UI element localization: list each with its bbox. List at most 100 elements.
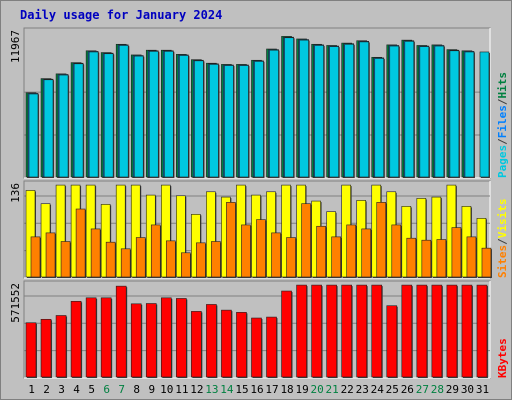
legend-entry: / [496, 138, 509, 145]
bar-kbytes-day-14 [221, 309, 232, 378]
bar-pages-day-8 [133, 55, 144, 178]
bar-kbytes-day-28 [431, 284, 443, 378]
chart-title: Daily usage for January 2024 [20, 8, 222, 22]
legend-entry: Pages [496, 145, 509, 178]
bar-kbytes-day-27 [416, 284, 428, 378]
bar-kbytes-day-12 [191, 311, 202, 378]
bar-pages-day-2 [43, 79, 54, 178]
bar-kbytes-day-16 [251, 317, 262, 378]
bar-kbytes-day-5 [85, 297, 97, 378]
bar-sites-day-19 [301, 203, 311, 278]
bar-kbytes-day-23 [356, 284, 368, 378]
x-tick-label-day-9: 9 [148, 383, 155, 396]
bar-sites-day-13 [211, 241, 221, 278]
bar-kbytes-day-18 [281, 290, 292, 378]
bar-pages-day-23 [359, 41, 370, 178]
bar-pages-day-11 [179, 55, 189, 178]
bar-sites-day-27 [421, 239, 432, 278]
legend-entry: / [496, 238, 509, 245]
x-tick-label-day-23: 23 [356, 383, 369, 396]
bar-pages-day-25 [389, 45, 400, 178]
chart-panels: 11967Pages/Files/Hits136Sites/Visits5715… [9, 27, 509, 379]
bar-visits-day-31 [476, 218, 487, 278]
x-tick-label-day-12: 12 [190, 383, 203, 396]
bar-kbytes-day-10 [160, 297, 172, 378]
x-tick-label-day-8: 8 [133, 383, 140, 396]
bar-sites-day-6 [105, 241, 116, 278]
bar-pages-day-21 [329, 46, 339, 178]
bar-kbytes-day-13 [206, 304, 217, 378]
bar-kbytes-day-30 [461, 284, 473, 378]
bar-sites-day-20 [316, 225, 326, 278]
bar-pages-day-12 [194, 60, 204, 178]
bar-pages-day-13 [209, 64, 219, 178]
bar-sites-day-11 [181, 252, 191, 278]
y-max-label: 136 [9, 183, 22, 203]
bar-sites-day-25 [391, 224, 402, 278]
x-tick-label-day-10: 10 [160, 383, 173, 396]
legend-entry: KBytes [496, 338, 509, 378]
legend-entry: Sites [496, 245, 509, 278]
bar-sites-day-7 [120, 248, 131, 278]
series-legend-mid: Sites/Visits [496, 199, 509, 279]
x-tick-label-day-16: 16 [250, 383, 263, 396]
bar-sites-day-30 [466, 236, 477, 278]
bar-sites-day-3 [60, 241, 71, 278]
bar-visits-day-10 [160, 184, 171, 278]
bar-visits-day-18 [281, 184, 291, 278]
bar-sites-day-9 [150, 224, 161, 278]
x-tick-label-day-18: 18 [280, 383, 293, 396]
x-tick-label-day-29: 29 [446, 383, 459, 396]
bar-pages-day-3 [58, 74, 69, 178]
x-tick-label-day-7: 7 [118, 383, 125, 396]
bar-kbytes-day-1 [25, 322, 37, 378]
bar-kbytes-day-2 [40, 318, 52, 378]
bar-sites-day-23 [361, 228, 372, 278]
legend-entry: Files [496, 105, 509, 138]
series-legend-top: Pages/Files/Hits [496, 72, 509, 178]
bar-pages-day-5 [88, 51, 99, 178]
bar-sites-day-24 [376, 202, 387, 278]
bar-visits-day-3 [55, 184, 66, 278]
bar-visits-day-28 [431, 196, 442, 278]
bar-sites-day-8 [135, 237, 146, 278]
bar-pages-day-17 [269, 49, 279, 178]
x-tick-label-day-26: 26 [401, 383, 414, 396]
bar-kbytes-day-15 [236, 312, 247, 378]
bar-sites-day-10 [165, 240, 176, 278]
bar-sites-day-29 [451, 227, 462, 278]
x-tick-label-day-22: 22 [341, 383, 354, 396]
x-tick-labels: 1 2 3 4 5 6 7 8 9 10 11 12 13 14 15 16 17 18 19 20 21 22 23 24 2… [28, 383, 489, 396]
bar-sites-day-21 [331, 236, 341, 278]
x-tick-label-day-11: 11 [175, 383, 188, 396]
bar-pages-day-6 [103, 53, 114, 178]
bar-visits-day-6 [100, 204, 111, 278]
bar-sites-day-1 [30, 236, 41, 278]
x-tick-label-day-30: 30 [461, 383, 474, 396]
bar-pages-day-22 [344, 43, 354, 178]
bar-kbytes-day-24 [371, 284, 383, 378]
x-tick-label-day-28: 28 [431, 383, 444, 396]
bar-visits-day-1 [25, 190, 36, 278]
bar-kbytes-day-22 [341, 284, 352, 378]
bar-kbytes-day-21 [326, 284, 337, 378]
panel-bot: 571552 KBytes [9, 280, 509, 379]
bar-pages-day-27 [419, 46, 430, 178]
x-tick-label-day-4: 4 [73, 383, 80, 396]
bar-sites-day-5 [90, 228, 101, 278]
x-tick-label-day-21: 21 [326, 383, 339, 396]
bar-pages-day-19 [299, 39, 309, 178]
bar-kbytes-day-3 [55, 315, 67, 378]
bar-pages-day-1 [28, 93, 39, 178]
legend-entry: Hits [496, 72, 509, 99]
bar-pages-day-10 [163, 51, 174, 178]
bar-kbytes-day-17 [266, 316, 277, 378]
bar-pages-day-4 [73, 63, 84, 178]
bar-visits-day-7 [115, 184, 126, 278]
y-max-label: 11967 [9, 30, 22, 63]
bar-pages-day-28 [434, 45, 445, 178]
bar-kbytes-day-9 [145, 303, 157, 378]
x-tick-label-day-5: 5 [88, 383, 95, 396]
